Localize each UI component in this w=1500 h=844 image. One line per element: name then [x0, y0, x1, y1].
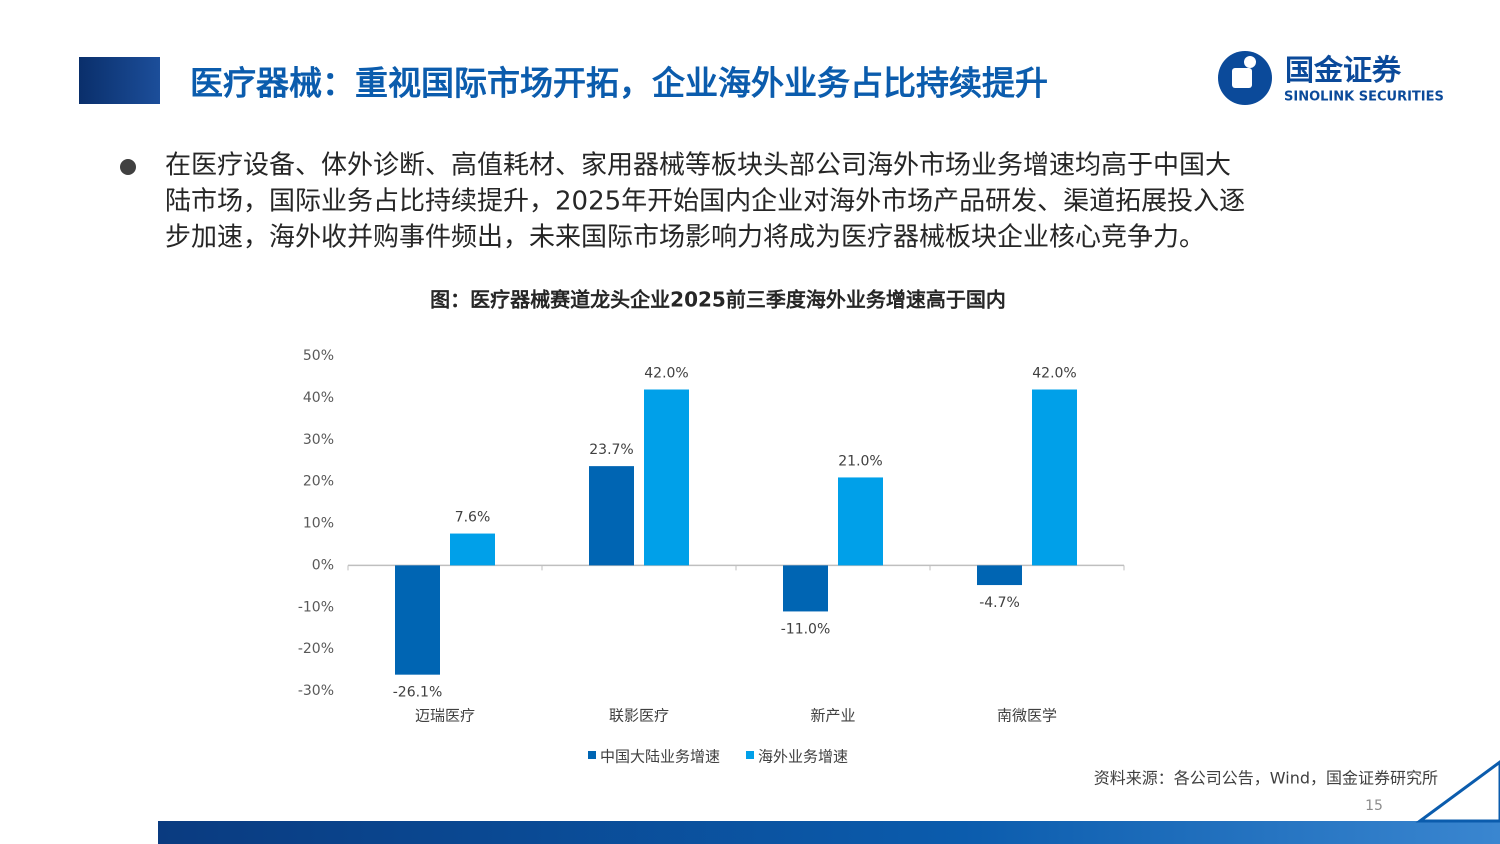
bullet-line: 步加速，海外收并购事件频出，未来国际市场影响力将成为医疗器械板块企业核心竞争力。 — [165, 223, 1205, 253]
value-label: 23.7% — [589, 442, 633, 458]
slide-title: 医疗器械：重视国际市场开拓，企业海外业务占比持续提升 — [190, 64, 1048, 103]
y-tick-label: 10% — [303, 516, 334, 532]
value-label: -26.1% — [393, 685, 443, 701]
bar — [395, 565, 440, 675]
bar — [783, 565, 828, 612]
page-number: 15 — [1365, 798, 1383, 814]
footer-corner — [1415, 760, 1500, 823]
bullet-line: 陆市场，国际业务占比持续提升，2025年开始国内企业对海外市场产品研发、渠道拓展… — [165, 187, 1245, 217]
x-tick-label: 联影医疗 — [609, 707, 669, 725]
value-label: -4.7% — [979, 595, 1020, 611]
footer-bar — [158, 821, 1500, 844]
legend-swatch — [588, 751, 596, 759]
bar — [644, 389, 689, 566]
legend-label: 海外业务增速 — [758, 748, 848, 766]
logo-cn: 国金证券 — [1285, 53, 1402, 87]
x-tick-label: 迈瑞医疗 — [415, 707, 475, 725]
value-label: 42.0% — [644, 366, 688, 382]
bullet-line: 在医疗设备、体外诊断、高值耗材、家用器械等板块头部公司海外市场业务增速均高于中国… — [165, 151, 1231, 181]
legend-label: 中国大陆业务增速 — [600, 748, 720, 766]
value-label: -11.0% — [781, 621, 831, 637]
bar — [1032, 389, 1077, 566]
source: 资料来源：各公司公告，Wind，国金证券研究所 — [1094, 769, 1438, 788]
value-label: 42.0% — [1032, 366, 1076, 382]
logo-en: SINOLINK SECURITIES — [1284, 90, 1444, 105]
y-tick-label: 0% — [312, 557, 334, 573]
header-block — [79, 57, 160, 104]
legend-swatch — [746, 751, 754, 759]
x-tick-label: 南微医学 — [997, 707, 1057, 725]
y-tick-label: -10% — [298, 599, 334, 615]
bar — [589, 466, 634, 566]
value-label: 7.6% — [455, 510, 491, 526]
bullet-dot — [120, 159, 136, 175]
value-label: 21.0% — [838, 453, 882, 469]
y-tick-label: 30% — [303, 432, 334, 448]
x-tick-label: 新产业 — [810, 707, 855, 725]
y-tick-label: 20% — [303, 474, 334, 490]
bar — [838, 477, 883, 566]
chart-title: 图：医疗器械赛道龙头企业2025前三季度海外业务增速高于国内 — [430, 288, 1006, 312]
y-tick-label: -30% — [298, 683, 334, 699]
bar — [450, 533, 495, 566]
y-tick-label: 50% — [303, 348, 334, 364]
chart: -30% -20% -10% 0% 10% 20% 30% 40% 50% 迈瑞医疗 -26.1% 7… — [298, 348, 1125, 766]
y-tick-label: -20% — [298, 641, 334, 657]
bar — [977, 565, 1022, 586]
logo: 国金证券 SINOLINK SECURITIES — [1218, 51, 1444, 105]
y-tick-label: 40% — [303, 390, 334, 406]
